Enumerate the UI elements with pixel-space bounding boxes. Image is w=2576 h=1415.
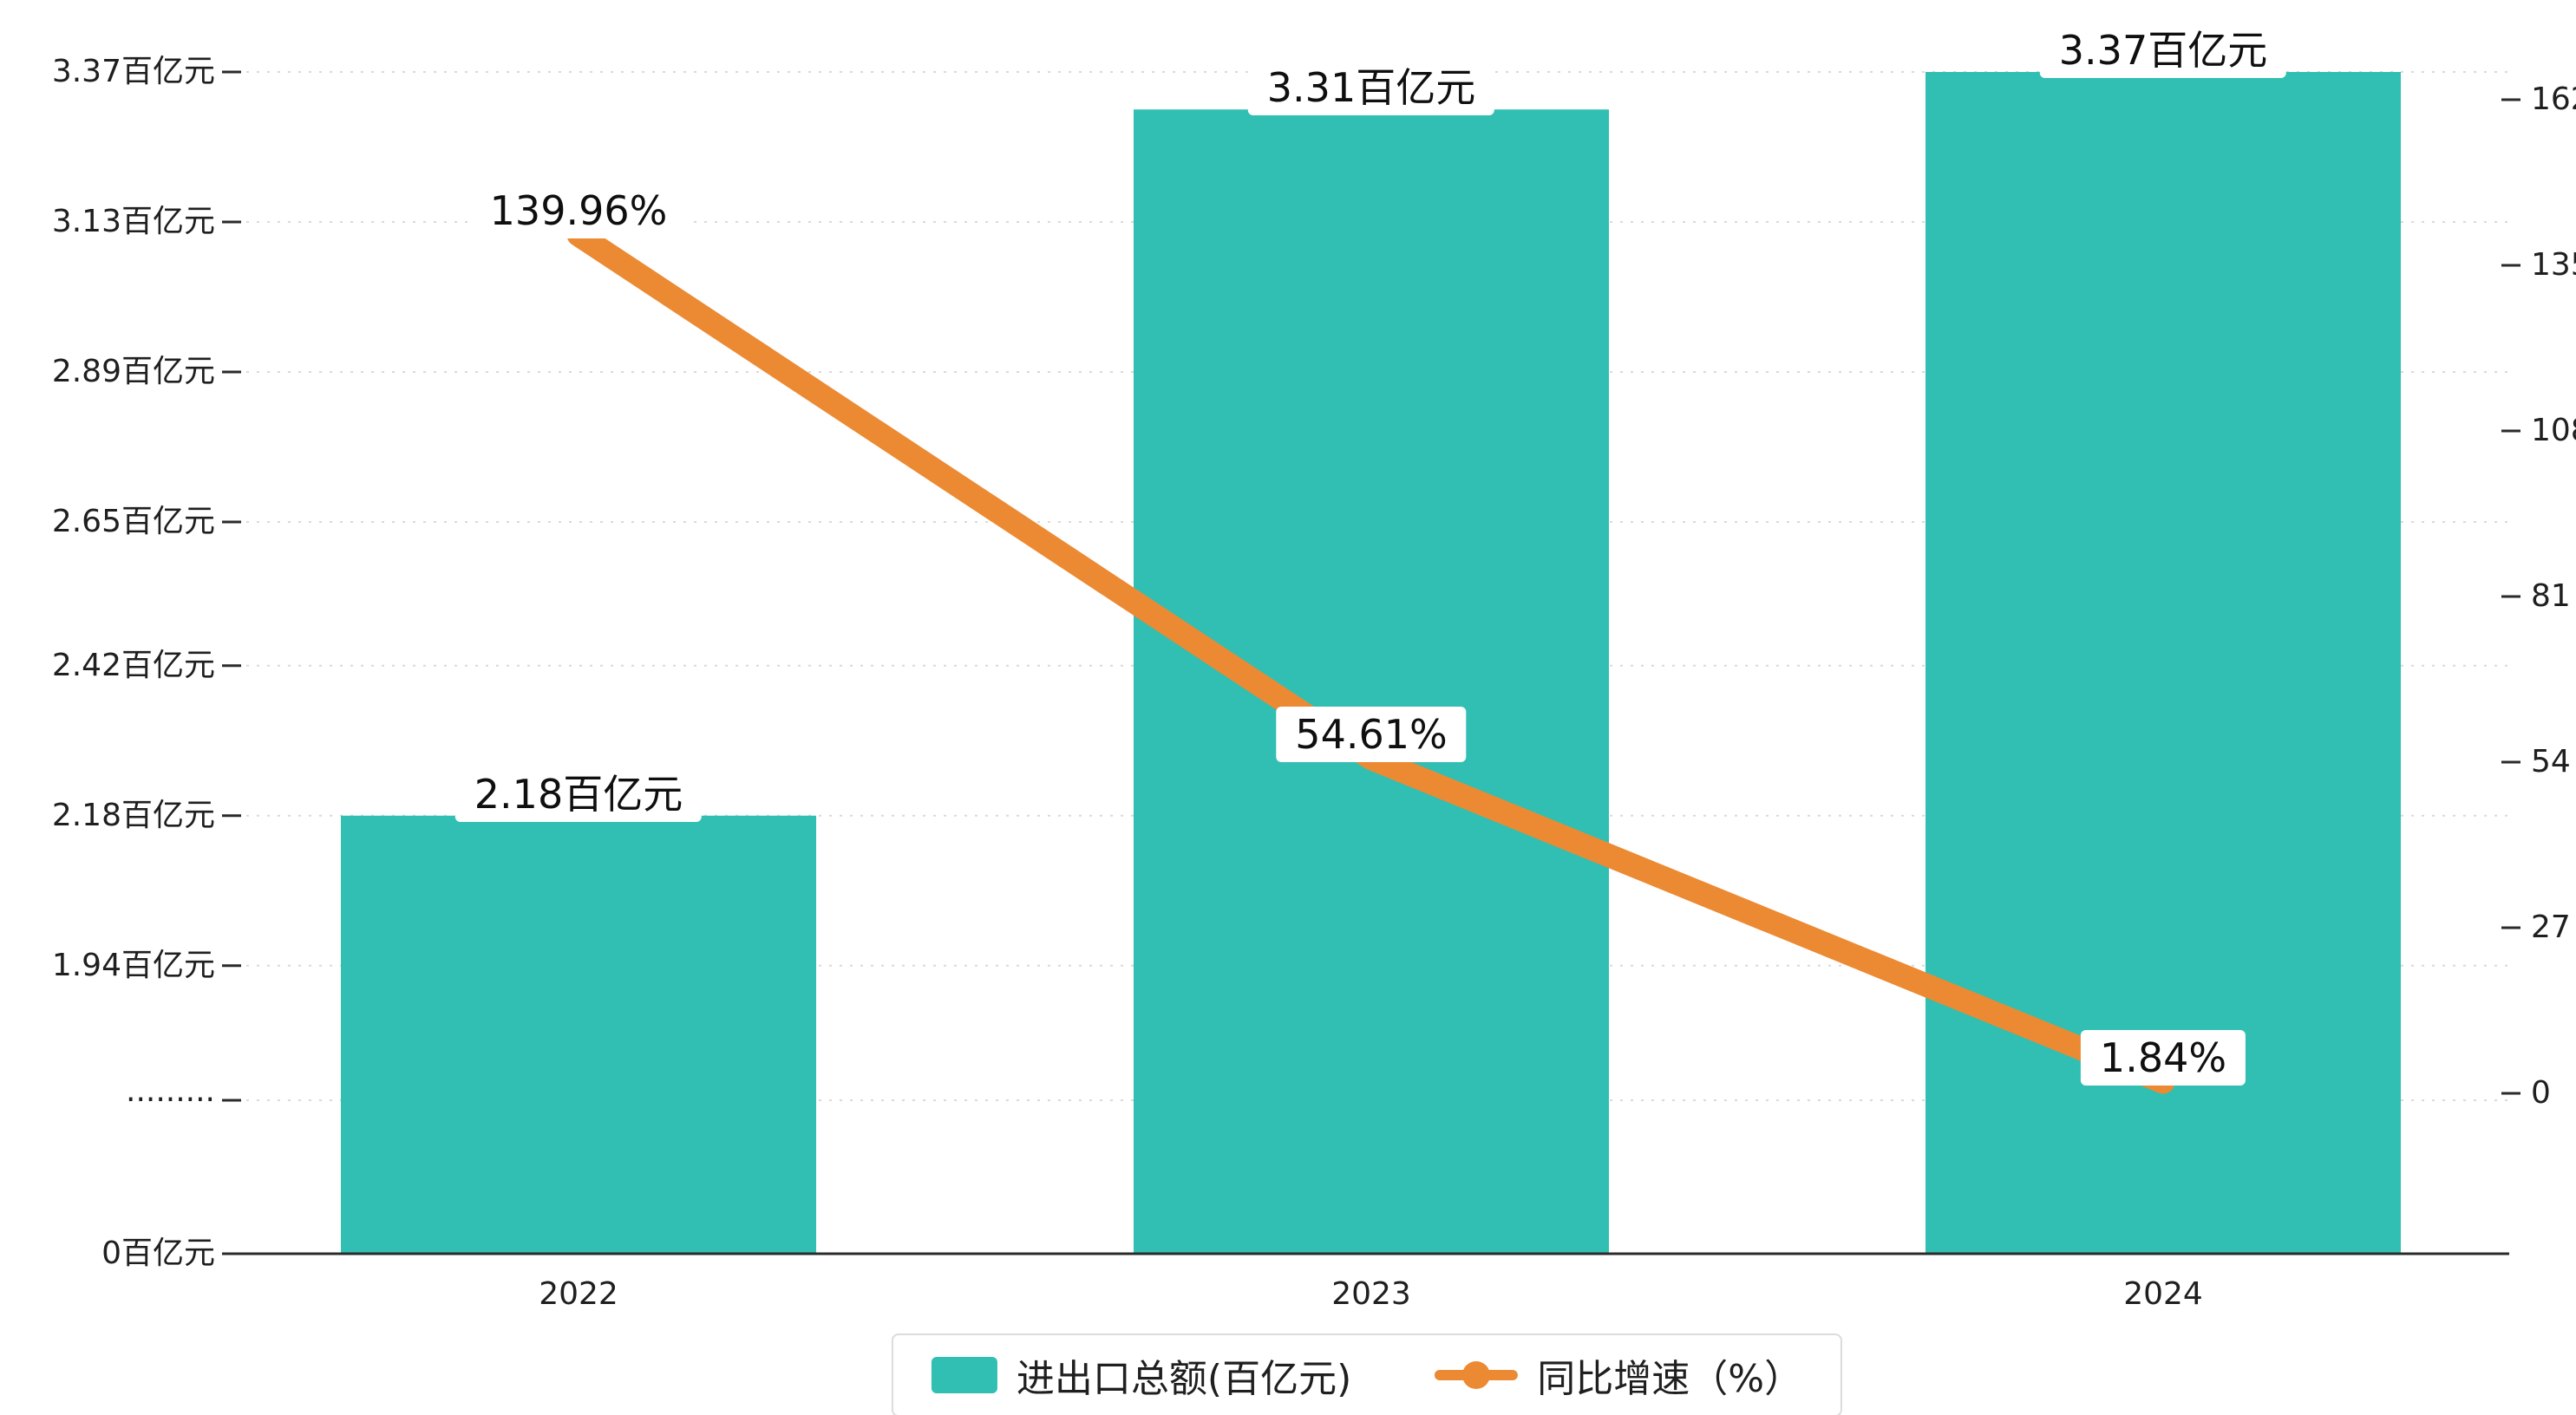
- legend-label-growth: 同比增速（%）: [1537, 1357, 1803, 1401]
- bar-2023[interactable]: [1134, 109, 1609, 1254]
- line-series-swatch: [1435, 1361, 1519, 1389]
- line-series-dot: [1462, 1361, 1491, 1389]
- legend-item-growth[interactable]: 同比增速（%）: [1435, 1347, 1802, 1403]
- legend-label-total: 进出口总额(百亿元): [1016, 1357, 1352, 1401]
- bar-2022[interactable]: [341, 815, 816, 1254]
- legend-item-total[interactable]: 进出口总额(百亿元): [931, 1347, 1352, 1403]
- legend: 进出口总额(百亿元) 同比增速（%）: [891, 1333, 1843, 1415]
- bar-series-swatch: [931, 1357, 997, 1393]
